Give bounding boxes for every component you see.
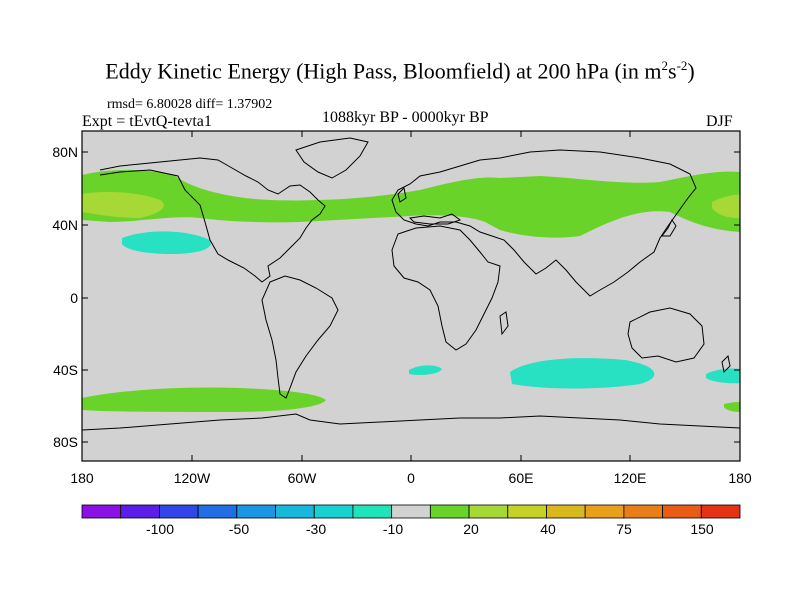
- north-pacific-cyan: [122, 231, 211, 254]
- africa-coast: [391, 225, 501, 351]
- colorbar-swatch: [81, 504, 122, 519]
- latitude-axis: 80N 40N 0 40S 80S: [52, 144, 740, 450]
- colorbar-swatch: [468, 504, 509, 519]
- sh-green-band: [82, 387, 326, 412]
- lon-tick-label: 60W: [288, 470, 318, 486]
- colorbar-label: 40: [540, 521, 556, 537]
- nh-yellowgreen-east: [712, 194, 740, 219]
- colorbar-label: -10: [383, 521, 403, 537]
- colorbar-swatch: [352, 504, 393, 519]
- colorbar-swatch: [391, 504, 431, 519]
- lon-tick-label: 60E: [509, 470, 534, 486]
- chart-title: Eddy Kinetic Energy (High Pass, Bloomfie…: [0, 58, 800, 84]
- lat-tick-label: 80N: [52, 144, 78, 160]
- uk-coast: [397, 186, 407, 203]
- longitude-axis: 180 120W 60W 0 60E 120E 180: [70, 131, 752, 486]
- lat-tick-label: 40N: [52, 217, 78, 233]
- lat-tick-label: 0: [70, 290, 78, 306]
- north-america-coast: [99, 157, 326, 283]
- colorbar-label: 75: [616, 521, 632, 537]
- stats-line: rmsd= 6.80028 diff= 1.37902: [107, 97, 273, 112]
- title-sup2: -2: [676, 58, 688, 73]
- colorbar-swatch: [700, 504, 741, 519]
- sh-green-east: [724, 402, 740, 412]
- title-sup1: 2: [661, 58, 669, 73]
- colorbar-label: -30: [306, 521, 326, 537]
- colorbar-swatch: [120, 504, 160, 519]
- colorbar-swatch: [197, 504, 238, 519]
- colorbar: -100 -50 -30 -10 20 40 75 150: [81, 504, 741, 537]
- title-close: ): [687, 58, 695, 84]
- colorbar-swatch: [429, 504, 470, 519]
- nh-yellowgreen-west: [82, 192, 164, 218]
- south-atlantic-cyan: [409, 365, 442, 375]
- colorbar-swatch: [662, 504, 702, 519]
- colorbar-swatch: [546, 504, 586, 519]
- anomaly-shading: [82, 169, 740, 412]
- colorbar-swatch: [507, 504, 547, 519]
- lon-tick-label: 120W: [174, 470, 211, 486]
- colorbar-label: -100: [146, 521, 174, 537]
- colorbar-label: -50: [229, 521, 249, 537]
- title-mid: s: [668, 58, 677, 84]
- coastlines: [82, 137, 740, 431]
- lon-tick-label: 180: [70, 470, 94, 486]
- lat-tick-label: 80S: [53, 434, 78, 450]
- colorbar-swatch: [623, 504, 663, 519]
- title-main: Eddy Kinetic Energy (High Pass, Bloomfie…: [105, 58, 662, 84]
- lon-tick-label: 0: [407, 470, 415, 486]
- australia-coast: [627, 307, 705, 363]
- colorbar-swatch: [236, 504, 276, 519]
- south-pacific-cyan: [706, 368, 740, 384]
- lon-tick-label: 120E: [614, 470, 647, 486]
- experiment-label: Expt = tEvtQ-tevta1: [82, 113, 212, 130]
- greenland-coast: [295, 137, 369, 179]
- eurasia-coast: [391, 149, 697, 297]
- colorbar-label: 150: [690, 521, 714, 537]
- sea-coast: [408, 213, 462, 225]
- colorbar-swatch: [313, 504, 354, 519]
- south-indian-cyan: [510, 358, 655, 389]
- colorbar-swatch: [584, 504, 625, 519]
- madagascar-coast: [499, 311, 509, 336]
- colorbar-swatch: [159, 504, 199, 519]
- lat-tick-label: 40S: [53, 362, 78, 378]
- season-label: DJF: [706, 113, 733, 130]
- south-america-coast: [261, 275, 339, 399]
- colorbar-label: 20: [463, 521, 479, 537]
- lon-tick-label: 180: [728, 470, 752, 486]
- nh-green-band: [82, 169, 740, 238]
- new-zealand-coast: [721, 354, 731, 374]
- japan-coast: [661, 219, 677, 237]
- colorbar-swatch: [275, 504, 315, 519]
- antarctica-coast: [82, 413, 740, 431]
- period-label: 1088kyr BP - 0000kyr BP: [322, 109, 489, 126]
